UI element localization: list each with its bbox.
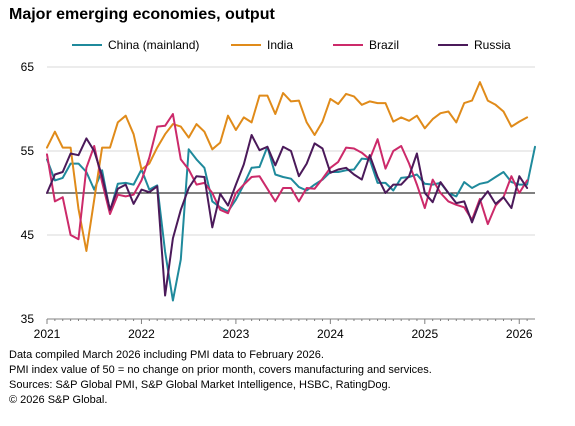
x-axis-ticks: 2021 2022 2023 2024 2025 2026 [34, 319, 533, 341]
series-layer [46, 81, 536, 302]
series-line-russia [46, 134, 529, 297]
ytick-label-55: 55 [21, 144, 35, 158]
legend-label-russia: Russia [474, 38, 511, 52]
legend-label-india: India [267, 38, 294, 52]
series-line-india [46, 81, 529, 252]
note-data-compiled: Data compiled March 2026 including PMI d… [9, 349, 324, 361]
xtick-label-2022: 2022 [128, 327, 155, 341]
legend-swatch-brazil [333, 44, 363, 46]
xtick-label-2024: 2024 [317, 327, 344, 341]
y-axis-ticks: 35 45 55 65 [21, 60, 35, 326]
legend-item-russia: Russia [438, 38, 511, 52]
series-line-china [46, 145, 536, 302]
grid-layer [47, 66, 535, 320]
xtick-label-2025: 2025 [411, 327, 438, 341]
chart-legend: China (mainland) India Brazil Russia [0, 38, 575, 56]
ytick-label-65: 65 [21, 60, 35, 74]
note-sources: Sources: S&P Global PMI, S&P Global Mark… [9, 379, 391, 391]
note-pmi-definition: PMI index value of 50 = no change on pri… [9, 364, 432, 376]
legend-swatch-india [231, 44, 261, 46]
legend-item-brazil: Brazil [333, 38, 399, 52]
xtick-label-2021: 2021 [34, 327, 61, 341]
ytick-label-35: 35 [21, 312, 35, 326]
xtick-label-2026: 2026 [506, 327, 533, 341]
legend-swatch-china [72, 44, 102, 46]
legend-swatch-russia [438, 44, 468, 46]
legend-item-china: China (mainland) [72, 38, 199, 52]
legend-label-brazil: Brazil [369, 38, 400, 52]
line-chart: 35 45 55 65 2021 2022 2023 2024 2025 2026 [21, 60, 536, 341]
note-copyright: © 2026 S&P Global. [9, 394, 108, 406]
legend-label-china: China (mainland) [108, 38, 200, 52]
ytick-label-45: 45 [21, 228, 35, 242]
legend-item-india: India [231, 38, 293, 52]
xtick-label-2023: 2023 [223, 327, 250, 341]
chart-notes: Data compiled March 2026 including PMI d… [9, 348, 432, 408]
chart-title: Major emerging economies, output [9, 6, 275, 23]
series-line-brazil [46, 113, 529, 241]
